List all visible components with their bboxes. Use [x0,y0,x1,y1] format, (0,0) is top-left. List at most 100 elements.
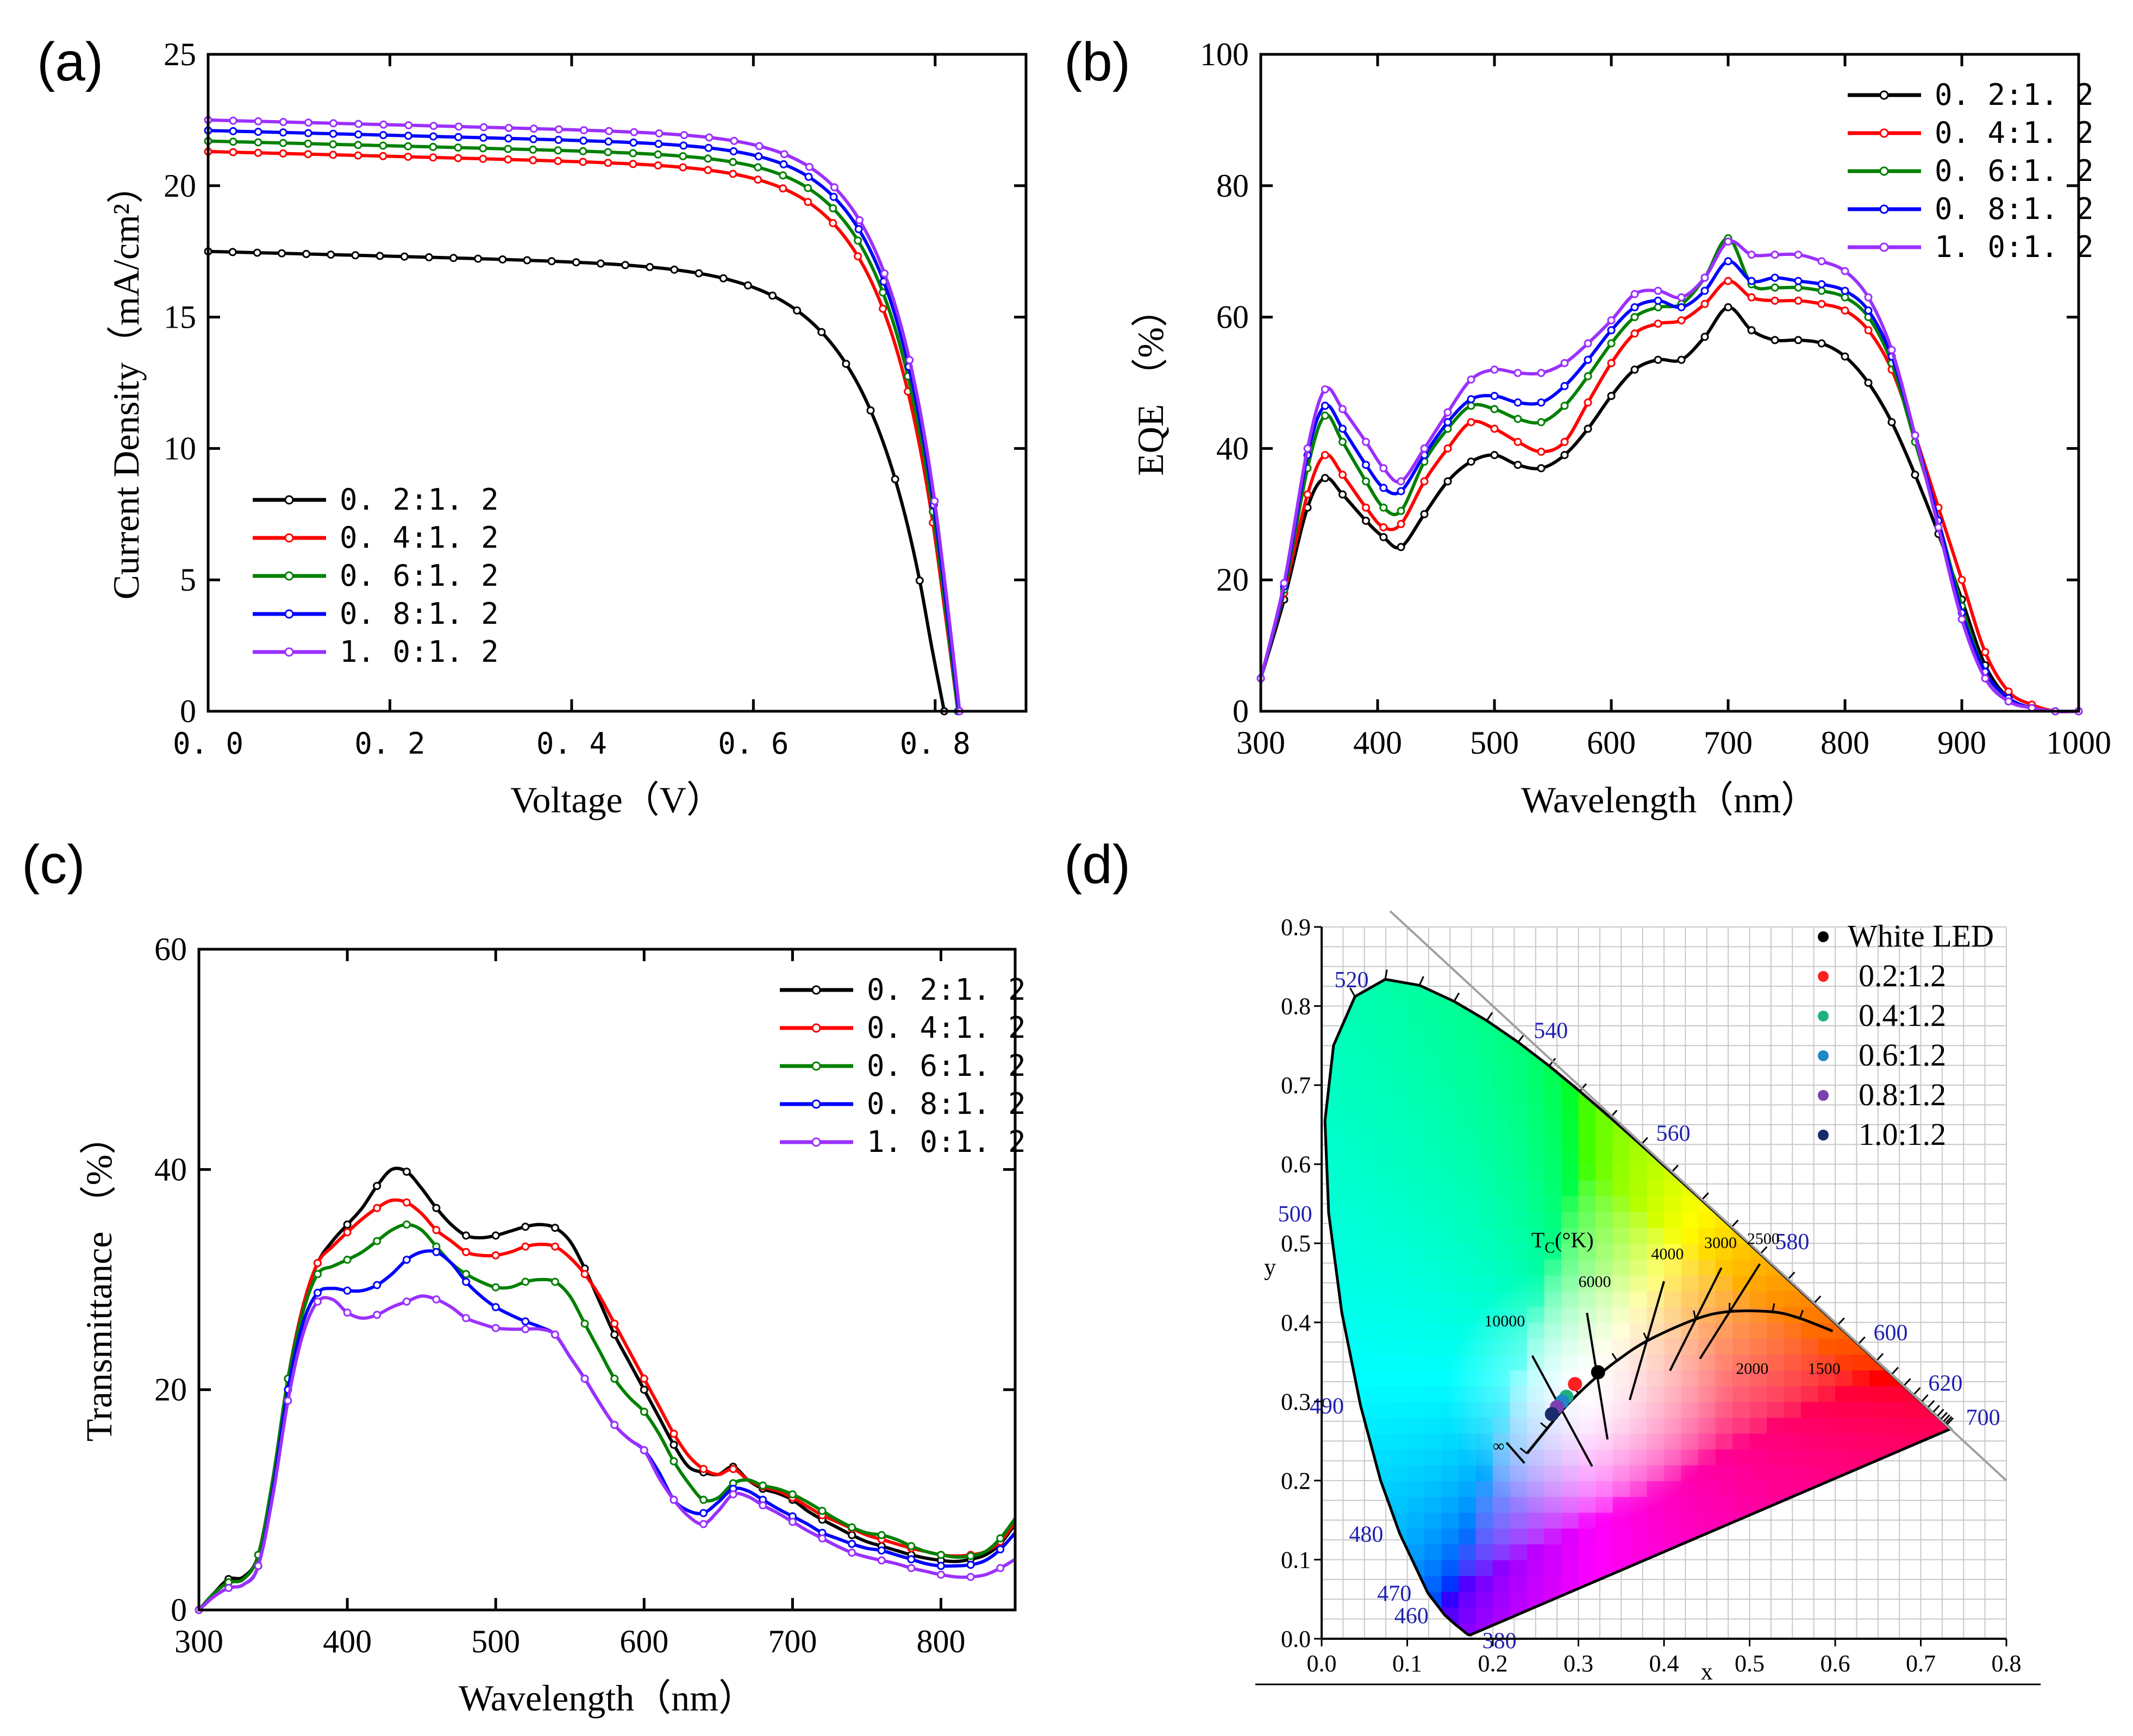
gamut-cell [1732,1401,1750,1418]
gamut-cell [1493,1559,1511,1576]
x-tick-label-d: 0.5 [1735,1650,1765,1677]
series-marker-a-4 [504,134,512,143]
gamut-cell [1698,1243,1716,1260]
gamut-cell [1767,1575,1785,1592]
gamut-cell [1475,1037,1493,1054]
gamut-cell [1407,1322,1425,1339]
gamut-cell [1441,1132,1459,1149]
series-marker-a-4 [704,143,713,152]
gamut-cell [1510,1101,1528,1118]
gamut-cell [1493,1164,1511,1181]
gamut-cell [1441,1006,1459,1023]
gamut-cell [1441,1227,1459,1244]
gamut-cell [1886,1417,1904,1434]
series-marker-a-5 [304,118,312,127]
series-marker-a-4 [479,134,487,142]
gamut-cell [1749,1449,1767,1465]
series-marker-c-4 [343,1286,352,1295]
chart-b-eqe: 300 400 500 600 700 800 900 1000 0 20 40 60 80 100 Wa… [1130,36,2111,820]
gamut-cell [1835,1101,1853,1118]
gamut-cell [1767,990,1785,1007]
gamut-cell [1647,1227,1665,1244]
gamut-cell [1749,1386,1767,1402]
gamut-cell [1527,1195,1545,1212]
gamut-cell [1441,1528,1459,1545]
gamut-cell [1544,1559,1562,1576]
series-marker-a-4 [554,135,563,144]
gamut-cell [1715,1464,1733,1481]
series-line-a-4 [208,129,961,712]
gamut-cell [1715,1275,1733,1292]
gamut-cell [1767,1480,1785,1497]
series-marker-b-3 [1397,506,1405,515]
gamut-cell [1647,1259,1665,1276]
gamut-cell [1818,1259,1836,1276]
gamut-cell [1767,1354,1785,1371]
wavelength-label-580: 580 [1775,1230,1809,1255]
series-marker-c-5 [640,1446,648,1455]
gamut-cell [1561,1164,1579,1181]
gamut-cell [1664,1006,1682,1023]
temperature-label-2000: 2000 [1736,1359,1768,1377]
legend-b: 0. 2:1. 2 0. 4:1. 2 0. 6:1. 2 0. 8:1. 2 1. 0… [1848,78,2094,264]
series-marker-b-1 [1700,333,1709,341]
gamut-cell [1527,1544,1545,1560]
gamut-cell [1749,1464,1767,1481]
locus-tick [1903,1378,1911,1387]
gamut-cell [1373,1338,1391,1355]
series-marker-b-5 [1379,464,1388,473]
locus-tick [1921,1394,1929,1403]
gamut-cell [1732,1417,1750,1434]
gamut-cell [1835,1544,1853,1560]
gamut-cell [1475,1227,1493,1244]
gamut-cell [1647,1575,1665,1592]
gamut-cell [1407,1306,1425,1323]
gamut-cell [1373,1243,1391,1260]
legend-marker-c [811,1137,821,1147]
gamut-cell [1801,1575,1819,1592]
gamut-cell [1424,1544,1442,1560]
gamut-cell [1561,1243,1579,1260]
gamut-cell [1356,1259,1374,1276]
legend-label-c: 0. 2:1. 2 [867,973,1026,1007]
gamut-cell [1424,1512,1442,1529]
series-marker-b-1 [1864,379,1873,387]
gamut-cell [1390,1386,1408,1402]
gamut-cell [1493,1512,1511,1529]
gamut-cell [1493,1037,1511,1054]
gamut-cell [1938,1164,1951,1181]
gamut-cell [1835,1559,1853,1576]
gamut-cell [1630,1053,1648,1070]
gamut-cell [1407,1006,1425,1023]
gamut-cell [1664,1069,1682,1086]
series-marker-a-5 [755,142,764,151]
gamut-cell [1938,1290,1951,1307]
gamut-cell [1424,1401,1442,1418]
plot-frame-b [1259,53,2080,713]
gamut-cell [1749,1559,1767,1576]
temperature-label-2500: 2500 [1747,1230,1780,1248]
gamut-cell [1715,1101,1733,1118]
gamut-cell [1886,1622,1904,1635]
gamut-cell [1664,979,1682,991]
series-marker-c-3 [699,1495,708,1504]
gamut-cell [1475,1164,1493,1181]
gamut-cell [1373,1085,1391,1102]
gamut-cell [1527,1148,1545,1165]
series-marker-c-5 [877,1556,886,1565]
y-axis-title-d: y [1264,1254,1276,1280]
gamut-cell [1835,1386,1853,1402]
gamut-cell [1578,1622,1596,1635]
gamut-cell [1835,1069,1853,1086]
gamut-cell [1818,1290,1836,1307]
series-marker-a-3 [604,148,612,156]
gamut-cell [1801,1433,1819,1450]
gamut-cell [1578,1132,1596,1149]
series-marker-b-5 [1490,365,1499,374]
gamut-cell [1732,1259,1750,1276]
gamut-cell [1681,1243,1699,1260]
gamut-cell [1459,1021,1477,1038]
gamut-cell [1475,1259,1493,1276]
gamut-cell [1596,1227,1613,1244]
